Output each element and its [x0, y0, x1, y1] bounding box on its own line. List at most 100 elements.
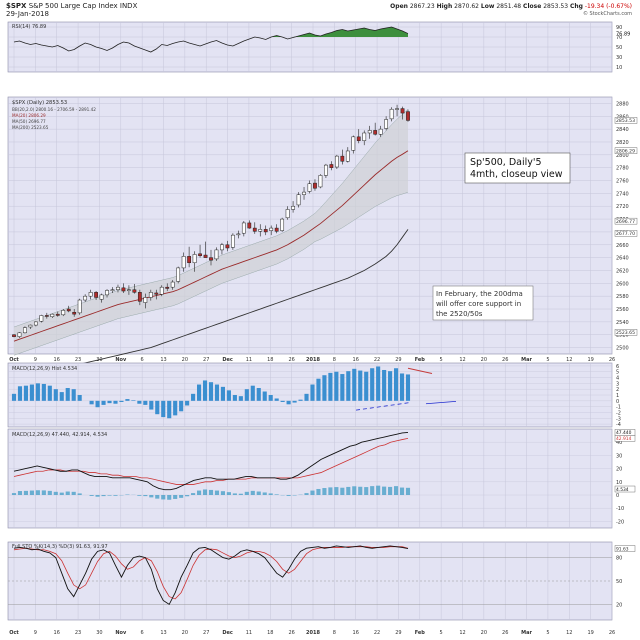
candle-body: [329, 164, 334, 168]
open-value: 2867.23: [409, 3, 435, 10]
x-axis-label: 27: [203, 357, 209, 363]
macd-panel-hist-bar: [113, 495, 118, 496]
macd-hist-bar: [358, 370, 363, 401]
price-tick-label: 2760: [616, 179, 629, 185]
macd-hist-support-note: [355, 402, 411, 411]
index-name: S&P 500 Large Cap Index INDX: [28, 2, 138, 10]
macd-tick-label: 10: [616, 480, 622, 486]
x-axis-label: 22: [374, 357, 380, 363]
macd-hist-bar: [35, 383, 40, 401]
candle-body: [72, 311, 77, 315]
macd-hist-bar: [280, 400, 285, 402]
macd-panel-hist-bar: [41, 490, 46, 495]
macd-hist-tick-label: 3: [616, 381, 619, 387]
macd-panel-hist-bar: [340, 487, 345, 495]
bottom-x-axis-label: 11: [246, 630, 252, 636]
x-axis-label: 5: [546, 357, 549, 363]
candle-body: [400, 108, 405, 114]
macd-panel-hist-bar: [71, 491, 76, 495]
chg-label: Chg: [569, 3, 583, 10]
bottom-x-axis-label: Feb: [415, 630, 426, 636]
price-tag-box: [614, 329, 638, 336]
annotation-text-support: will offer core support in: [436, 300, 521, 308]
bottom-x-axis-label: 16: [54, 630, 60, 636]
bottom-x-axis-label: 26: [288, 630, 294, 636]
macd-panel-hist-bar: [388, 486, 393, 495]
price-tick-label: 2620: [616, 268, 629, 274]
candle-body: [373, 130, 378, 135]
chart-header: $SPX S&P 500 Large Cap Index INDX 29-Jan…: [6, 2, 137, 18]
bottom-x-axis-label: 5: [546, 630, 549, 636]
macd-hist-bar: [352, 368, 357, 401]
price-tick-label: 2820: [616, 140, 629, 146]
macd-hist-bar: [310, 384, 315, 401]
candle-body: [291, 205, 295, 210]
rsi-tick-label: 30: [616, 55, 622, 61]
macd-hist-bar: [95, 400, 100, 408]
x-axis-label: 20: [182, 357, 188, 363]
macd-panel-hist-bar: [53, 491, 58, 495]
macd-hist-bar: [292, 400, 297, 403]
stoch-tag-label: 91.63: [616, 546, 629, 552]
candle-body: [230, 234, 235, 248]
macd-hist-bar: [155, 400, 160, 415]
candle-body: [296, 194, 301, 206]
macd-hist-bar: [399, 373, 405, 401]
macd-panel-hist-bar: [179, 495, 184, 498]
x-axis-label: 16: [353, 357, 359, 363]
candle-body: [258, 229, 263, 232]
macd-panel-hist-bar: [244, 491, 249, 495]
macd-tag-label: 42.914: [616, 436, 632, 442]
watermark: © StockCharts.com: [582, 11, 632, 17]
candle-body: [192, 254, 197, 264]
candle-body: [110, 289, 115, 291]
stoch-tick-label: 50: [616, 579, 622, 585]
macd-hist-bar: [125, 399, 130, 401]
macd-panel-hist-bar: [65, 491, 70, 495]
stoch-d-line: [13, 546, 409, 600]
candle-body: [83, 295, 88, 301]
high-value: 2870.62: [454, 3, 479, 10]
macd-hist-bar: [191, 393, 196, 401]
rsi-tick-label: 50: [616, 45, 622, 51]
bottom-x-axis-label: 20: [481, 630, 487, 636]
candle-body: [143, 297, 148, 303]
macd-hist-bar: [244, 389, 249, 401]
macd-hist-bar: [232, 395, 237, 401]
bottom-x-axis-label: 29: [395, 630, 401, 636]
candle-body: [252, 227, 257, 232]
price-title: $SPX (Daily) 2853.53: [12, 100, 67, 106]
macd-panel-hist-bar: [202, 489, 208, 495]
macd-panel-hist-bar: [286, 495, 291, 496]
macd-hist-bar: [388, 371, 393, 401]
macd-panel-hist-bar: [161, 495, 166, 500]
macd-panel-hist-bar: [143, 495, 148, 497]
candle-body: [313, 182, 317, 189]
candle-body: [28, 324, 33, 328]
price-tag-label: 2677.70: [616, 231, 635, 237]
macd-hist-bar: [286, 400, 291, 405]
x-axis-label: 19: [587, 357, 593, 363]
high-label: High: [436, 3, 453, 10]
macd-panel-hist-bar: [107, 495, 112, 496]
candle-body: [236, 233, 241, 236]
candle-body: [170, 281, 175, 288]
bottom-x-axis-label: 18: [267, 630, 273, 636]
macd-hist-tick-label: 2: [616, 387, 619, 393]
macd-hist-bar: [53, 389, 58, 401]
macd-panel-hist-bar: [95, 495, 100, 497]
price-tick-label: 2600: [616, 281, 629, 287]
bottom-x-axis-label: 2018: [306, 630, 320, 636]
macd-hist-tick-label: -4: [616, 422, 621, 428]
price-tick-label: 2720: [616, 204, 629, 210]
macd-hist-bar: [59, 392, 64, 401]
candle-body: [33, 321, 38, 326]
macd-panel-hist-bar: [155, 495, 160, 499]
bottom-x-axis-label: 26: [502, 630, 508, 636]
bottom-x-axis-label: 12: [459, 630, 465, 636]
macd-hist-bar: [202, 380, 208, 401]
macd-panel-hist-bar: [370, 486, 375, 495]
macd-hist-tick-label: 4: [616, 376, 619, 382]
candle-body: [274, 227, 279, 232]
macd-hist-bar: [101, 400, 106, 405]
